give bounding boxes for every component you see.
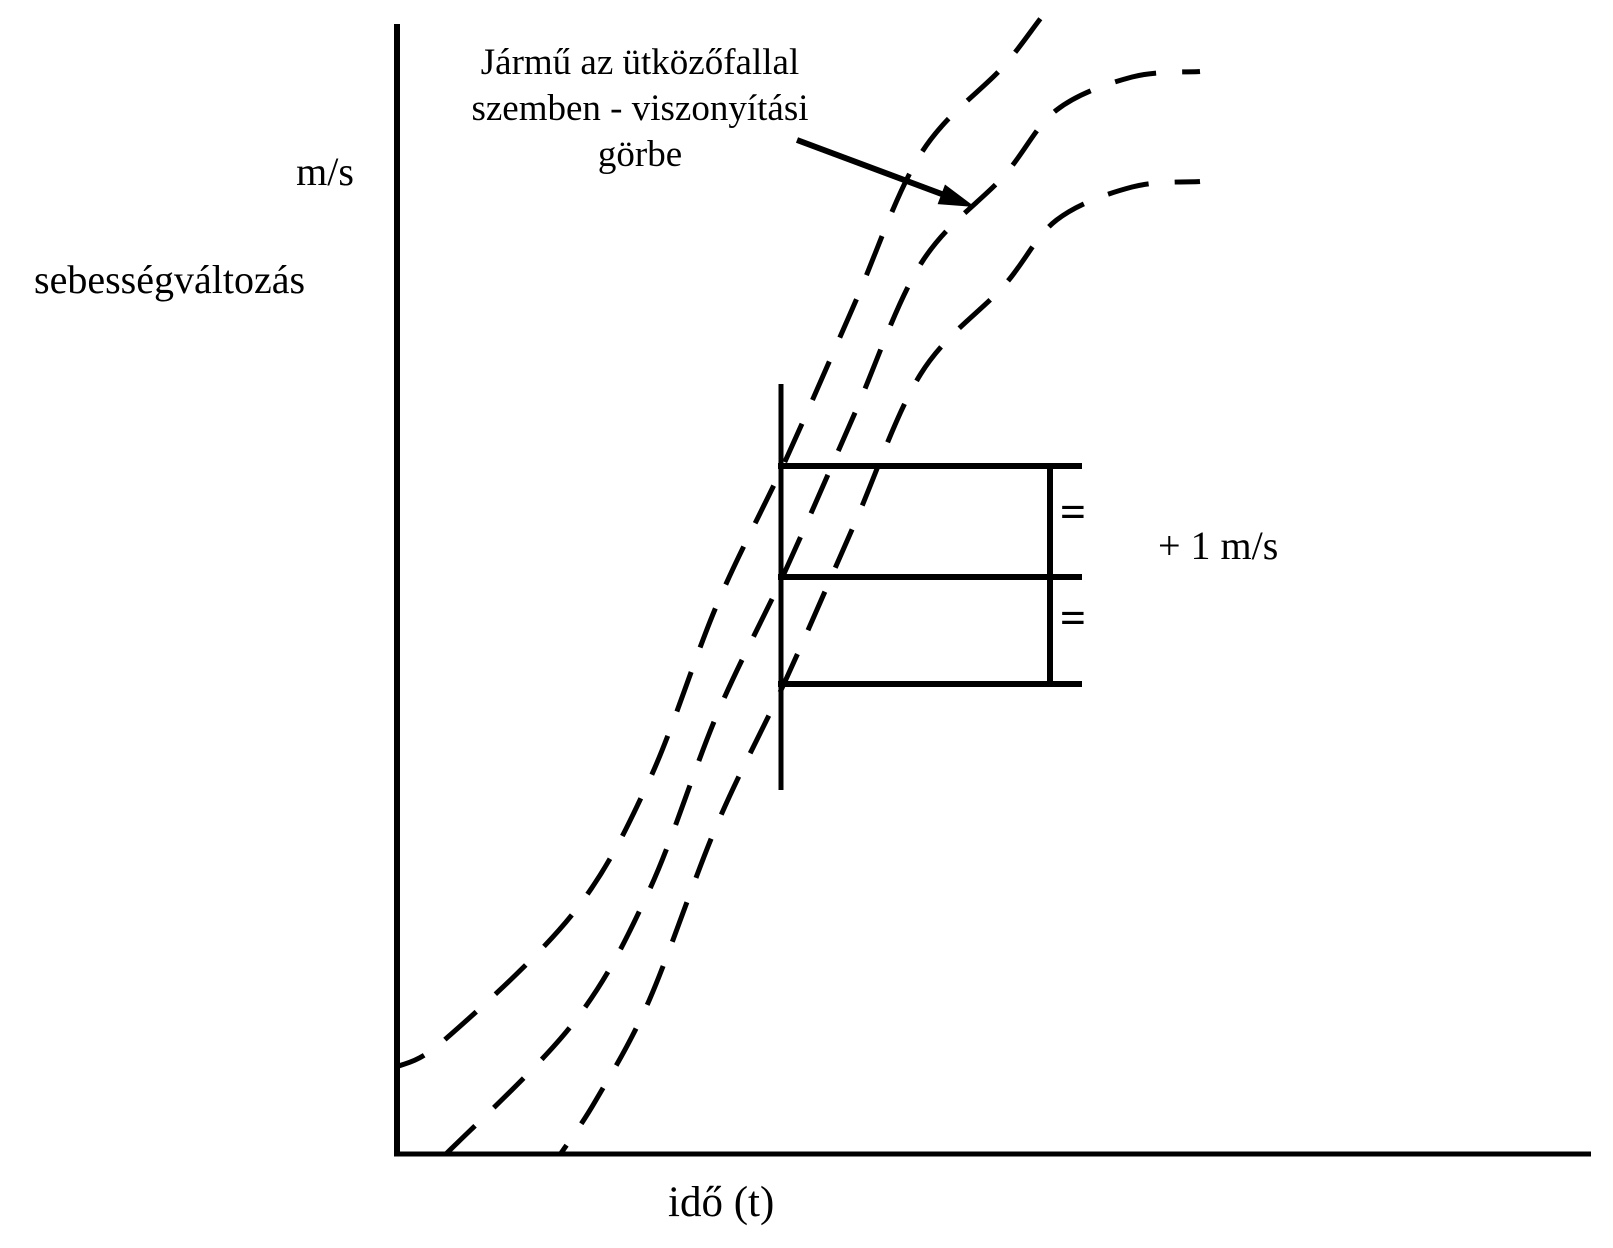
curve-annotation-line-3: görbe [597,133,683,175]
upper-limit-curve [395,12,1049,1070]
curve-annotation-line-2: szemben - viszonyítási [471,87,809,129]
curve-group [395,12,1201,1154]
annotation-arrow-line [795,137,949,199]
y-axis-unit-label: m/s [296,149,354,194]
curve-annotation-line-1: Jármű az ütközőfallal [480,42,800,83]
lower-limit-curve [557,179,1201,1154]
reference-curve [443,69,1201,1154]
y-axis-title: sebességváltozás [34,257,306,302]
equals-bottom-symbol: = [1060,592,1086,643]
curve-annotation: Jármű az ütközőfallal szemben - viszonyí… [428,40,852,178]
tolerance-label: + 1 m/s [1158,523,1279,568]
annotation-arrowhead-icon [937,184,975,207]
equals-top-symbol: = [1060,486,1086,537]
x-axis-title: idő (t) [668,1179,775,1226]
